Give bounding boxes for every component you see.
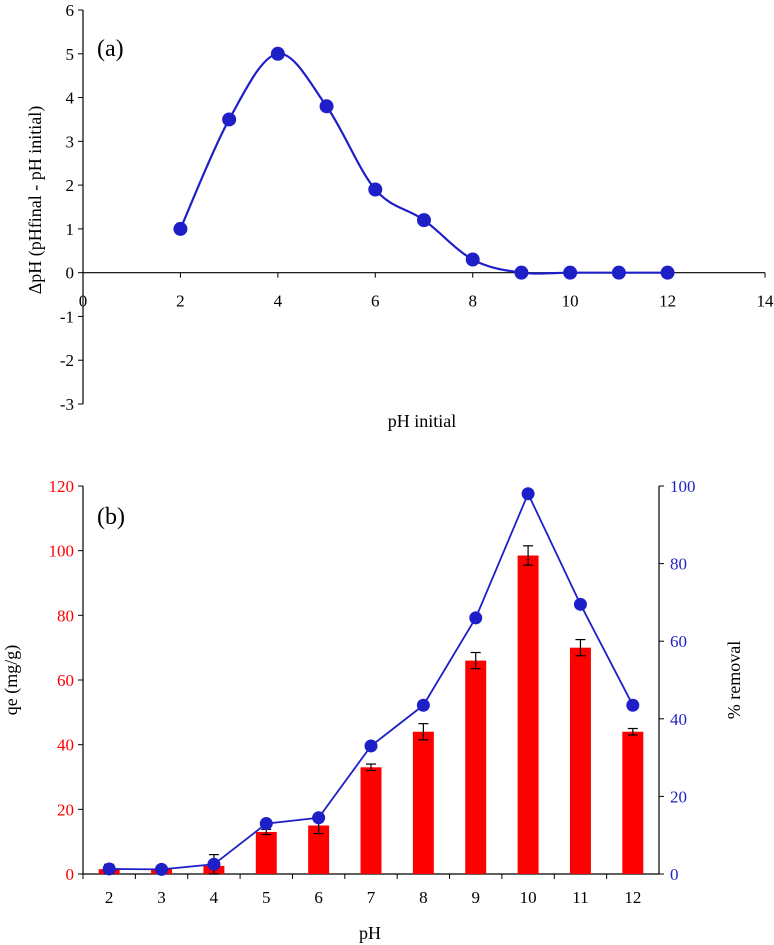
chart-b-bar <box>412 731 434 874</box>
chart-b-bars <box>98 555 644 874</box>
chart-a-data-point <box>368 182 383 197</box>
chart-b-right-tick-label: 0 <box>670 865 679 884</box>
chart-a-y-axis-label: ΔpH (pHfinal - pH initial) <box>25 106 46 295</box>
chart-b-data-point <box>207 857 221 871</box>
chart-a-y-tick-label: -3 <box>60 395 74 414</box>
chart-a-y-tick-label: 0 <box>66 264 75 283</box>
chart-b-x-tick-label: 12 <box>624 888 641 907</box>
chart-a-data-point <box>222 112 237 127</box>
chart-b-bar <box>569 647 591 874</box>
chart-a-data-point <box>417 213 431 228</box>
chart-a-x-tick-label: 0 <box>79 292 88 311</box>
chart-a-y-tick-label: 5 <box>66 45 75 64</box>
chart-a-x-tick-label: 4 <box>274 292 283 311</box>
chart-a-points <box>173 46 675 280</box>
chart-a-x-axis-label: pH initial <box>388 411 457 431</box>
chart-b-x-tick-label: 5 <box>262 888 271 907</box>
chart-b-left-axis-label: qe (mg/g) <box>1 645 22 715</box>
chart-a-y-tick-label: 2 <box>66 176 75 195</box>
chart-a-data-point <box>270 46 285 61</box>
chart-a-x-tick-label: 14 <box>757 292 774 311</box>
chart-a-data-point <box>173 221 188 236</box>
chart-b-x-tick-label: 4 <box>210 888 219 907</box>
chart-a-x-tick-label: 2 <box>176 292 185 311</box>
chart-b-bar <box>360 767 382 874</box>
chart-b-data-point <box>626 698 640 712</box>
chart-b-error-bar <box>575 638 586 657</box>
chart-b-error-bar <box>627 727 638 736</box>
chart-b-left-ticks: 0 20 40 60 80 100 120 <box>49 477 83 884</box>
chart-a-y-ticks: -3 -2 -1 0 1 2 3 4 5 6 <box>60 1 83 414</box>
chart-b-right-tick-label: 60 <box>670 632 687 651</box>
chart-b-right-tick-label: 40 <box>670 710 687 729</box>
chart-b-right-tick-label: 20 <box>670 787 687 806</box>
chart-a-series-line <box>179 52 668 275</box>
chart-b-bar <box>465 660 487 874</box>
chart-a-y-tick-label: -2 <box>60 351 74 370</box>
chart-b-panel-label: (b) <box>97 504 125 530</box>
chart-b-left-tick-label: 60 <box>57 671 74 690</box>
chart-a-x-ticks: 0 2 4 6 8 10 12 14 <box>79 272 774 311</box>
chart-b-error-bar <box>418 723 429 741</box>
chart-b-data-point <box>102 862 116 876</box>
chart-b-left-tick-label: 40 <box>57 736 74 755</box>
chart-b-x-tick-label: 9 <box>471 888 480 907</box>
chart-a-y-tick-label: 1 <box>66 220 75 239</box>
chart-b-data-point <box>312 811 326 825</box>
chart-b-x-tick-label: 8 <box>419 888 428 907</box>
chart-a-y-tick-label: 6 <box>66 1 75 20</box>
chart-a-data-point <box>611 265 626 280</box>
chart-b-bar <box>308 825 330 874</box>
chart-b-left-tick-label: 100 <box>49 542 75 561</box>
chart-b-bar <box>255 831 277 874</box>
chart-a-data-point <box>514 265 529 280</box>
chart-b-data-point <box>521 487 535 501</box>
chart-a-x-tick-label: 10 <box>562 292 579 311</box>
chart-b-right-axis-label: % removal <box>724 641 744 719</box>
chart-b-removal-points <box>102 487 640 876</box>
chart-b-error-bar <box>470 651 481 670</box>
chart-b-data-point <box>364 739 378 753</box>
chart-b-error-bar <box>366 763 376 772</box>
chart-a-data-point <box>319 99 334 114</box>
chart-b-left-tick-label: 20 <box>57 800 74 819</box>
chart-b-x-tick-label: 10 <box>520 888 537 907</box>
chart-b-data-point <box>259 817 273 831</box>
chart-b-data-point <box>573 597 587 611</box>
chart-b-x-axis-label: pH <box>359 923 381 943</box>
chart-b-x-tick-label: 11 <box>572 888 588 907</box>
chart-b-bar <box>622 731 644 874</box>
chart-b-left-tick-label: 120 <box>49 477 75 496</box>
chart-b-right-ticks: 0 20 40 60 80 100 <box>659 477 696 884</box>
chart-a-data-point <box>465 252 480 267</box>
chart-a-x-tick-label: 6 <box>371 292 380 311</box>
chart-b-left-tick-label: 80 <box>57 606 74 625</box>
chart-a-x-tick-label: 8 <box>468 292 477 311</box>
chart-b-error-bar <box>523 545 534 566</box>
chart-a-y-tick-label: 4 <box>66 89 75 108</box>
chart-b-left-tick-label: 0 <box>66 865 75 884</box>
chart-a-panel-label: (a) <box>97 36 124 62</box>
chart-b-x-tick-label: 7 <box>367 888 376 907</box>
chart-b: 0 20 40 60 80 100 120 0 20 40 60 80 100 2 3 4 5 6 7 8 9 10 1… <box>1 477 744 943</box>
chart-b-x-tick-label: 6 <box>314 888 323 907</box>
chart-a-y-tick-label: -1 <box>60 307 74 326</box>
chart-b-data-point <box>469 611 483 625</box>
chart-b-data-point <box>155 862 169 876</box>
chart-b-x-ticks: 2 3 4 5 6 7 8 9 10 11 12 <box>82 874 641 907</box>
chart-a-x-tick-label: 12 <box>659 292 676 311</box>
chart-a-data-point <box>563 265 578 280</box>
chart-b-x-tick-label: 2 <box>105 888 114 907</box>
chart-b-bar <box>517 555 539 874</box>
chart-a-data-point <box>660 265 675 280</box>
chart-b-x-tick-label: 3 <box>157 888 166 907</box>
chart-b-right-tick-label: 80 <box>670 555 687 574</box>
chart-a-y-tick-label: 3 <box>66 132 75 151</box>
chart-b-right-tick-label: 100 <box>670 477 696 496</box>
chart-b-data-point <box>416 698 430 712</box>
